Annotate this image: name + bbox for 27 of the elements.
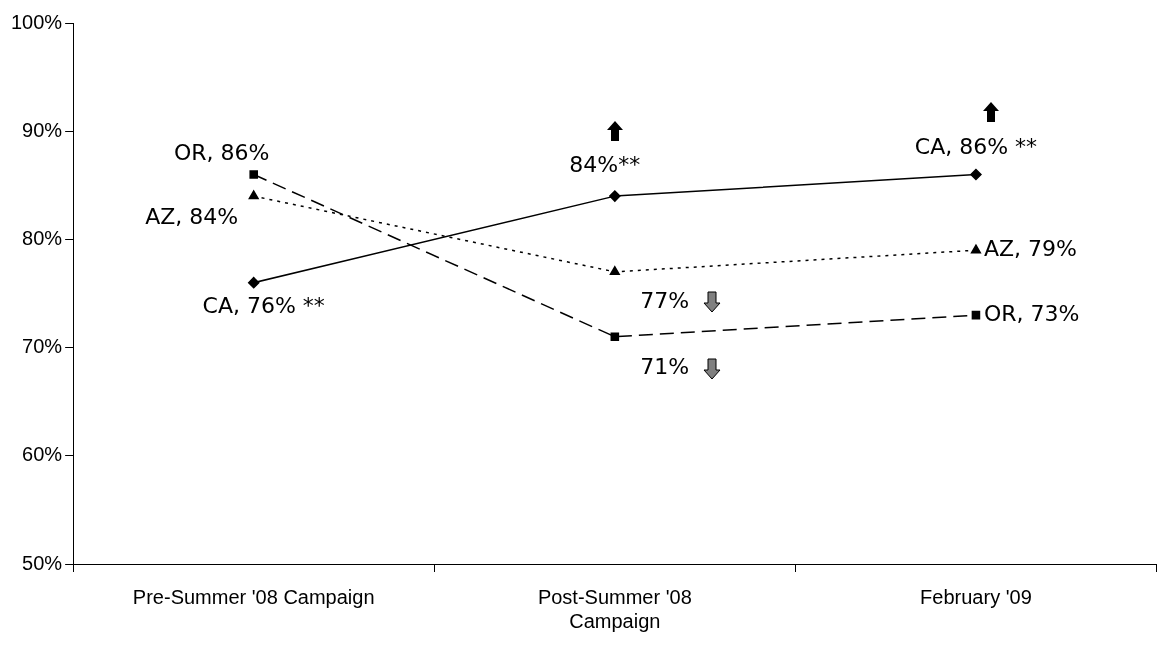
data-label: 84%** xyxy=(569,151,641,177)
y-tick-label: 60% xyxy=(22,443,63,466)
point xyxy=(610,332,620,342)
data-label: CA, 86% ** xyxy=(914,134,1038,160)
point xyxy=(249,170,258,179)
y-tick-label: 70% xyxy=(22,335,63,358)
x-tick-label: Pre-Summer '08 Campaign xyxy=(132,585,375,608)
data-label: 71% xyxy=(640,354,690,380)
point xyxy=(609,266,620,276)
point xyxy=(609,190,621,202)
point xyxy=(971,310,981,320)
data-label: CA, 76% ** xyxy=(202,293,325,319)
data-label: 77% xyxy=(640,287,690,313)
y-tick-label: 80% xyxy=(22,226,63,249)
data-label: OR, 86% xyxy=(173,140,270,166)
x-tick-label: February '09 xyxy=(920,585,1032,608)
point xyxy=(247,276,260,289)
y-tick-label: 50% xyxy=(22,551,63,574)
data-label: AZ, 84% xyxy=(145,203,239,229)
data-label: AZ, 79% xyxy=(983,235,1077,261)
point xyxy=(970,168,982,181)
point xyxy=(970,244,982,254)
x-tick-label: Post-Summer '08 Campaign xyxy=(537,585,692,632)
point xyxy=(248,190,259,200)
y-tick-label: 90% xyxy=(22,118,63,141)
data-label: OR, 73% xyxy=(983,300,1080,326)
y-tick-label: 100% xyxy=(11,10,63,33)
